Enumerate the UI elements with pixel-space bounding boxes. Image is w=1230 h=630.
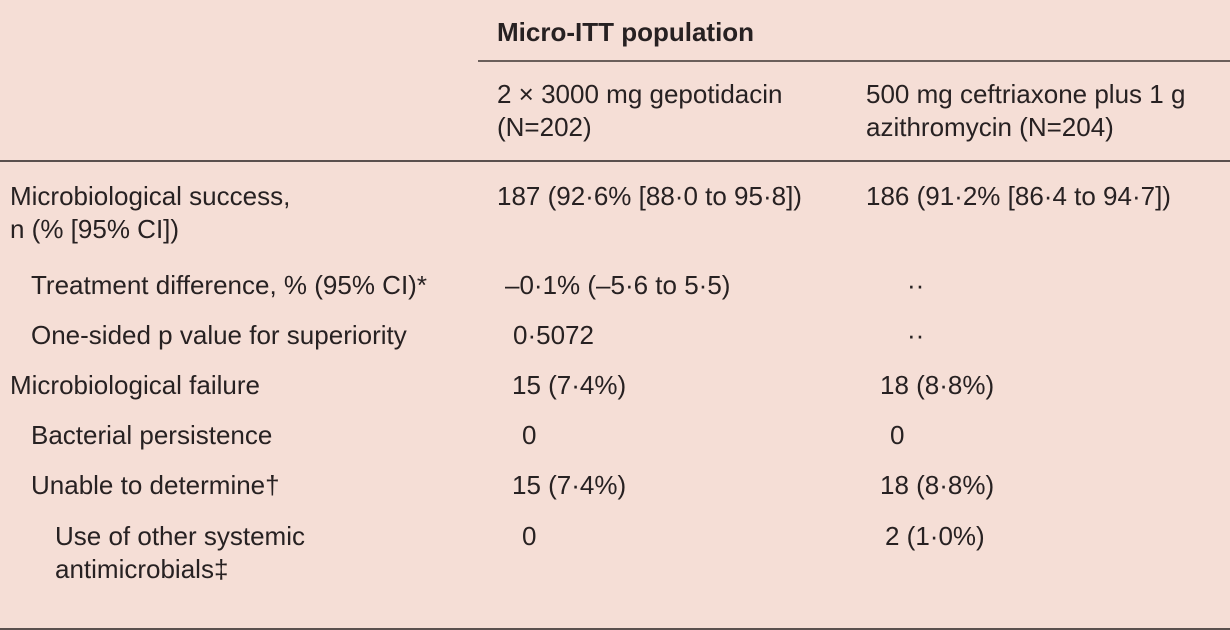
value-ceftriaxone-treatment-difference: ·· [907, 270, 925, 300]
row-label-other-systemic-antimicrobials: Use of other systemic antimicrobials‡ [55, 521, 305, 584]
header-divider-rule [0, 160, 1230, 162]
row-label-microbiological-failure: Microbiological failure [10, 370, 260, 400]
value-ceftriaxone-p-value: ·· [907, 320, 925, 350]
column-header-ceftriaxone: 500 mg ceftriaxone plus 1 g azithromycin… [866, 79, 1186, 142]
value-ceftriaxone-persistence: 0 [890, 420, 905, 450]
population-group-header: Micro-ITT population [478, 0, 1230, 62]
value-ceftriaxone-other-antimicrobials: 2 (1·0%) [885, 521, 985, 551]
colhead-spacer-cell [0, 62, 490, 160]
value-gepotidacin-persistence: 0 [522, 420, 537, 450]
row-label-one-sided-p-value: One-sided p value for superiority [31, 320, 407, 350]
value-ceftriaxone-success: 186 (91·2% [86·4 to 94·7]) [866, 181, 1171, 211]
value-gepotidacin-other-antimicrobials: 0 [522, 521, 537, 551]
value-ceftriaxone-unable-to-determine: 18 (8·8%) [880, 470, 995, 500]
row-label-treatment-difference: Treatment difference, % (95% CI)* [31, 270, 427, 300]
value-ceftriaxone-failure: 18 (8·8%) [880, 370, 995, 400]
spanner-spacer-cell [0, 0, 490, 62]
row-label-bacterial-persistence: Bacterial persistence [31, 420, 273, 450]
table-bottom-rule [0, 628, 1230, 630]
value-gepotidacin-p-value: 0·5072 [513, 320, 594, 350]
column-header-gepotidacin: 2 × 3000 mg gepotidacin (N=202) [497, 79, 783, 142]
value-gepotidacin-failure: 15 (7·4%) [512, 370, 627, 400]
value-gepotidacin-treatment-difference: –0·1% (–5·6 to 5·5) [505, 270, 731, 300]
value-gepotidacin-success: 187 (92·6% [88·0 to 95·8]) [497, 181, 802, 211]
row-label-unable-to-determine: Unable to determine† [31, 470, 280, 500]
value-gepotidacin-unable-to-determine: 15 (7·4%) [512, 470, 627, 500]
row-label-microbiological-success: Microbiological success, n (% [95% CI]) [10, 181, 291, 244]
